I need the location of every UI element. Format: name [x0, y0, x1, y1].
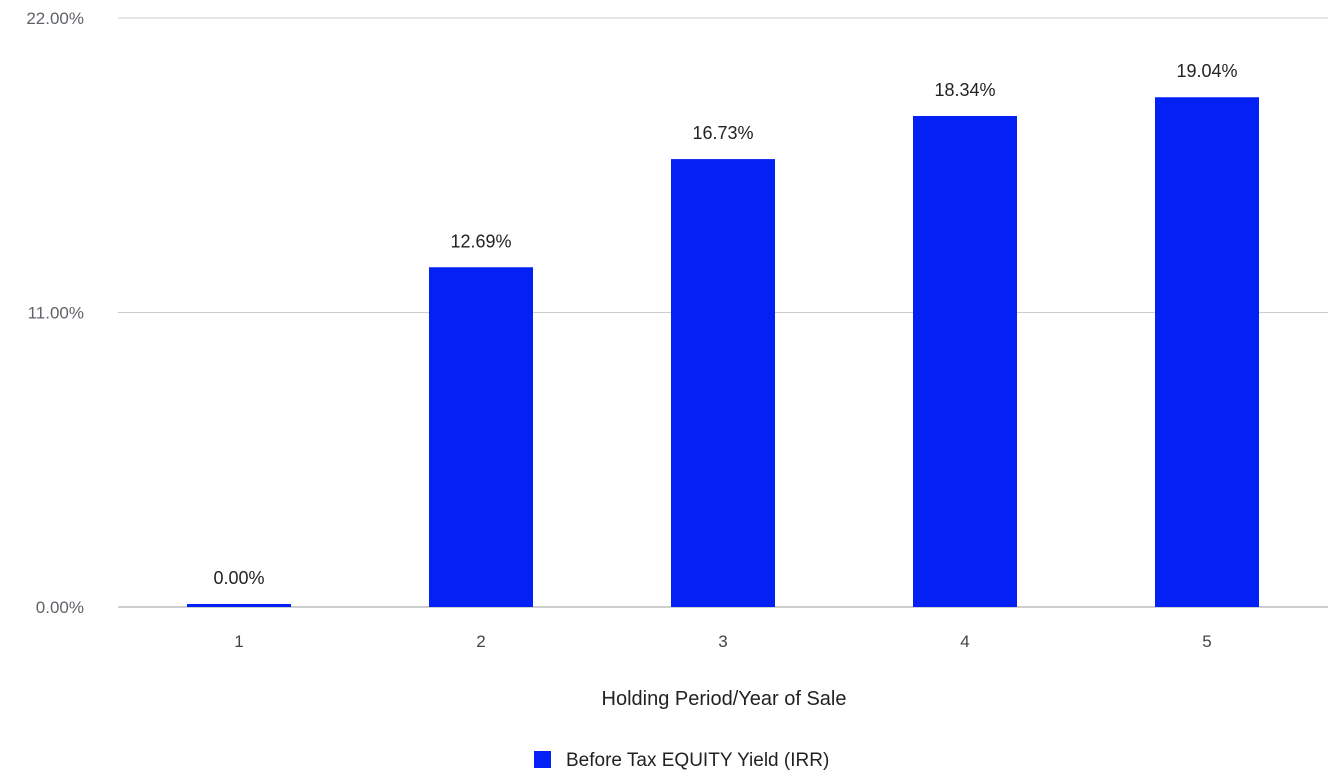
- legend-label: Before Tax EQUITY Yield (IRR): [566, 750, 829, 771]
- x-tick-label: 5: [1202, 632, 1211, 651]
- x-axis-ticks: 1 2 3 4 5: [234, 632, 1211, 651]
- bar[interactable]: [1155, 97, 1259, 607]
- x-tick-label: 3: [718, 632, 727, 651]
- data-label: 16.73%: [692, 123, 753, 143]
- y-axis-ticks: 0.00% 11.00% 22.00%: [26, 9, 84, 617]
- bar[interactable]: [913, 115, 1017, 607]
- bar[interactable]: [429, 267, 533, 607]
- data-label: 12.69%: [450, 231, 511, 251]
- legend[interactable]: Before Tax EQUITY Yield (IRR): [534, 750, 829, 771]
- data-label: 19.04%: [1176, 61, 1237, 81]
- data-labels: 0.00% 12.69% 16.73% 18.34% 19.04%: [213, 61, 1237, 588]
- data-label: 18.34%: [934, 80, 995, 100]
- x-axis-title: Holding Period/Year of Sale: [602, 688, 847, 710]
- x-tick-label: 4: [960, 632, 969, 651]
- x-tick-label: 1: [234, 632, 243, 651]
- x-tick-label: 2: [476, 632, 485, 651]
- y-tick-label: 22.00%: [26, 9, 84, 28]
- y-tick-label: 11.00%: [28, 304, 84, 323]
- y-tick-label: 0.00%: [36, 598, 84, 617]
- data-label: 0.00%: [213, 568, 264, 588]
- legend-swatch: [534, 751, 551, 768]
- bar[interactable]: [671, 159, 775, 607]
- bar[interactable]: [187, 604, 291, 607]
- bars: [187, 97, 1259, 607]
